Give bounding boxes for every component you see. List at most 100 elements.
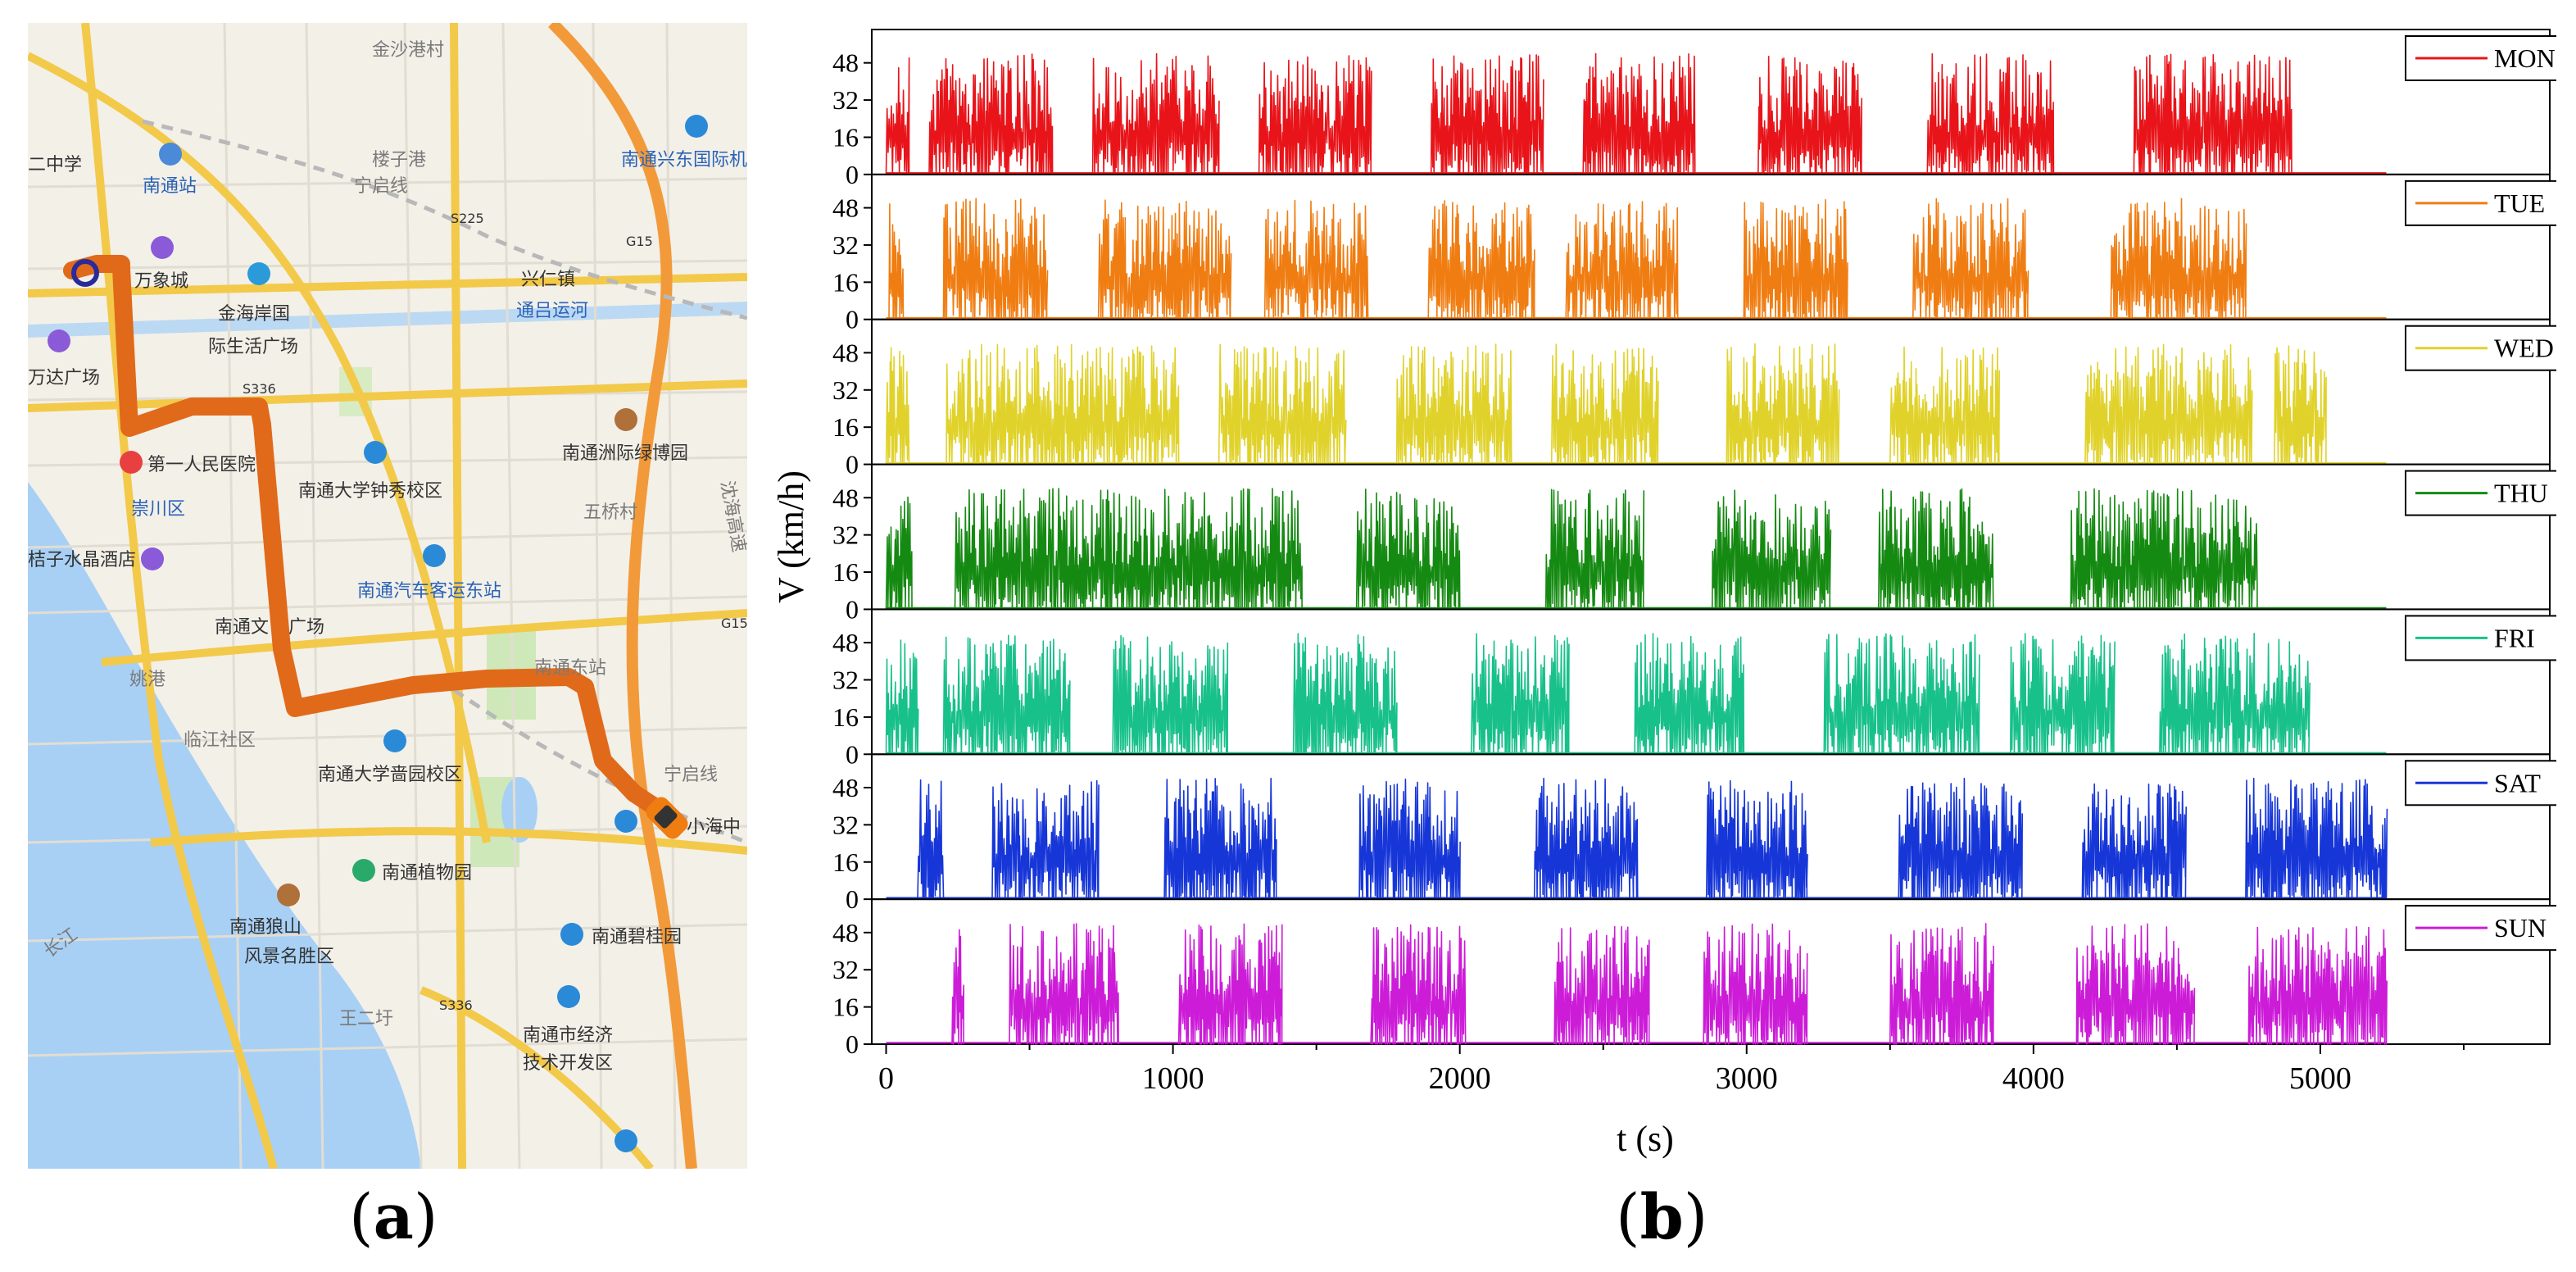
x-tick-label: 3000 (1716, 1061, 1778, 1096)
expressway (548, 23, 697, 1169)
subplot-sat: 0 16 32 48 SAT (832, 753, 2556, 914)
road-shield: S336 (243, 381, 276, 397)
road-shield: S336 (439, 997, 473, 1013)
x-tick-label: 4000 (2002, 1061, 2065, 1096)
y-tick-label: 16 (832, 993, 859, 1022)
y-tick-label: 48 (832, 918, 859, 947)
y-tick-label: 48 (832, 628, 859, 657)
river-water (28, 482, 421, 1169)
subplot-sun: 0 16 32 48 SUN (832, 898, 2556, 1059)
map-label: 兴仁镇 (521, 270, 575, 290)
minor-streets (28, 23, 747, 1169)
x-axis-label: t (s) (1617, 1119, 1674, 1159)
road-shield: G15 (626, 234, 653, 249)
subplot-tue: 0 16 32 48 TUE (832, 173, 2556, 334)
subplot-frame (871, 898, 2551, 1045)
y-tick-label: 16 (832, 412, 859, 442)
y-tick-label: 48 (832, 483, 859, 512)
map-label: 南通站 (143, 176, 197, 197)
railway (436, 676, 747, 845)
map-label: 金海岸国 (218, 304, 290, 325)
map-label: 王二圩 (339, 1009, 393, 1029)
map-label: 五桥村 (583, 502, 637, 523)
legend-label: MON (2494, 43, 2556, 73)
panel-label-a: (a) (349, 1180, 438, 1253)
y-tick-label: 32 (832, 810, 859, 839)
map-label: 临江社区 (184, 730, 256, 751)
y-tick-label: 32 (832, 85, 859, 115)
y-tick-label: 32 (832, 955, 859, 984)
y-tick-label: 16 (832, 267, 859, 297)
legend-label: FRI (2494, 623, 2535, 652)
y-tick-label: 48 (832, 338, 859, 367)
map-label: 万象城 (134, 271, 188, 292)
x-tick-label: 1000 (1142, 1061, 1204, 1096)
map-label: 二中学 (28, 155, 82, 175)
series-line-sat (917, 777, 2388, 900)
series-line-mon (885, 52, 2293, 175)
y-tick-label: 0 (846, 1029, 859, 1059)
map-label: 南通文 (215, 617, 269, 638)
series-line-tue (888, 198, 2247, 320)
map-label: 南通大学钟秀校区 (298, 481, 442, 502)
map-label: 南通大学啬园校区 (318, 765, 462, 785)
map-label: 万达广场 (28, 368, 100, 388)
map-label: 通吕运河 (516, 301, 588, 321)
driving-route (63, 255, 681, 827)
map-label: 宁启线 (664, 765, 718, 785)
y-tick-label: 48 (832, 773, 859, 802)
railway (142, 119, 747, 320)
map-label: 桔子水晶酒店 (28, 550, 136, 570)
y-tick-label: 0 (846, 739, 859, 769)
map-label: 姚港 (129, 670, 166, 690)
series-line-thu (885, 488, 2258, 611)
map-label: 风景名胜区 (244, 947, 334, 967)
map-label: 南通市经济 (523, 1025, 613, 1046)
map-label: 沈海高速 (716, 479, 747, 554)
road-shield: S225 (451, 211, 484, 226)
y-tick-label: 32 (832, 520, 859, 550)
map-label: 金沙港村 (372, 40, 444, 61)
legend-label: SUN (2494, 913, 2547, 943)
map-label: 崇川区 (131, 499, 185, 520)
map-label: 南通狼山 (229, 917, 302, 938)
subplot-mon: 0 16 32 48 MON (832, 29, 2556, 189)
panel-label-b: (b) (1616, 1180, 1708, 1253)
subplot-thu: 0 16 32 48 THU (832, 463, 2556, 624)
y-tick-label: 16 (832, 702, 859, 732)
map-labels: 二中学 南通站 万象城 金海岸国 际生活广场 万达广场 第一人民医院 崇川区 桔… (28, 40, 747, 1074)
map-label: 南通植物园 (382, 863, 472, 884)
subplot-fri: 0 16 32 48 FRI (832, 608, 2556, 769)
panel-label-a-text: a (373, 1180, 414, 1253)
poi-icons (48, 115, 708, 1152)
road-shield: G15 (721, 616, 747, 631)
x-tick-label: 0 (878, 1061, 894, 1096)
y-tick-label: 0 (846, 594, 859, 624)
series-line-fri (885, 633, 2311, 756)
map-label: 小海中 (687, 817, 741, 838)
map-label: 宁启线 (354, 176, 408, 197)
series-line-sun (951, 923, 2388, 1045)
y-tick-label: 16 (832, 122, 859, 152)
route-start-icon (71, 259, 99, 287)
map-label: 楼子港 (372, 150, 426, 170)
map-label: 技术开发区 (523, 1053, 613, 1074)
y-tick-label: 0 (846, 884, 859, 914)
y-tick-label: 0 (846, 305, 859, 334)
y-tick-label: 0 (846, 160, 859, 189)
panel-label-b-text: b (1639, 1180, 1684, 1253)
y-tick-label: 48 (832, 193, 859, 223)
map-label: 第一人民医院 (147, 455, 256, 475)
route-map-svg: 二中学 南通站 万象城 金海岸国 际生活广场 万达广场 第一人民医院 崇川区 桔… (28, 23, 747, 1169)
y-tick-label: 0 (846, 450, 859, 479)
map-label: 南通东站 (534, 658, 606, 679)
map-label: 南通洲际绿博园 (562, 443, 688, 464)
map-label: 南通碧桂园 (592, 927, 682, 947)
y-tick-label: 32 (832, 230, 859, 260)
lake (501, 777, 537, 843)
y-tick-label: 16 (832, 847, 859, 877)
legend-label: TUE (2494, 189, 2545, 218)
canal-water (28, 302, 747, 338)
x-tick-label: 5000 (2289, 1061, 2352, 1096)
legend-label: THU (2494, 479, 2548, 508)
